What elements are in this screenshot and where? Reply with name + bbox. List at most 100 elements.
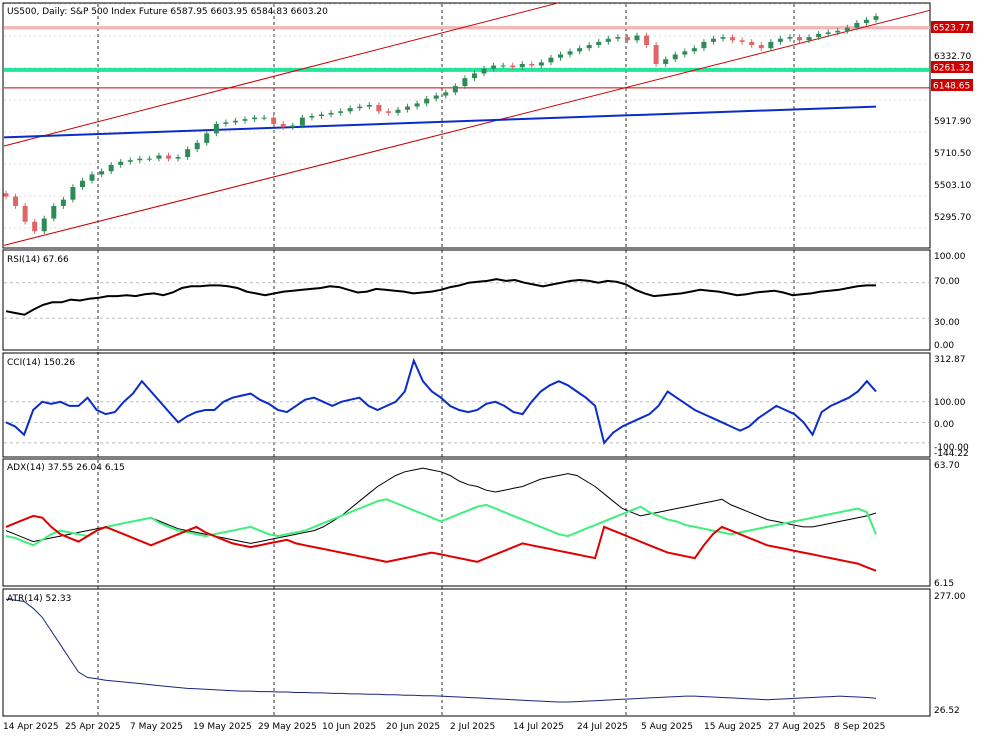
trend-line bbox=[3, 105, 877, 139]
candle-body bbox=[118, 161, 124, 165]
x-label-8: 14 Jul 2025 bbox=[513, 722, 564, 732]
candle-body bbox=[41, 218, 47, 232]
candle-body bbox=[405, 106, 411, 110]
candle-body bbox=[194, 142, 200, 150]
candle-body bbox=[185, 149, 191, 158]
level-tag-1: 6523.77 bbox=[933, 24, 970, 34]
candle-body bbox=[854, 22, 860, 28]
rsi-panel bbox=[2, 249, 931, 351]
channel-upper bbox=[3, 1, 561, 147]
x-label-4: 29 May 2025 bbox=[258, 722, 317, 732]
candle-body bbox=[462, 78, 468, 87]
rsi-series bbox=[4, 278, 929, 319]
candle-body bbox=[806, 37, 812, 41]
candle-body bbox=[835, 30, 841, 33]
price-panel bbox=[2, 2, 931, 249]
candle-body bbox=[99, 171, 105, 175]
candle-body bbox=[60, 199, 66, 206]
x-label-6: 20 Jun 2025 bbox=[386, 722, 440, 732]
candle-body bbox=[816, 33, 822, 38]
x-label-9: 24 Jul 2025 bbox=[577, 722, 628, 732]
candle-body bbox=[510, 65, 516, 68]
candle-body bbox=[644, 35, 650, 46]
candle-body bbox=[558, 54, 564, 58]
candle-body bbox=[577, 48, 583, 52]
level-tag-1-bg bbox=[931, 21, 973, 33]
x-label-2: 7 May 2025 bbox=[130, 722, 183, 732]
level-tag-3: 6148.65 bbox=[933, 82, 970, 92]
candle-body bbox=[395, 109, 401, 113]
candle-body bbox=[672, 54, 678, 60]
candle-body bbox=[491, 65, 497, 69]
atr-line bbox=[5, 598, 877, 703]
x-label-13: 8 Sep 2025 bbox=[834, 722, 885, 732]
candle-body bbox=[318, 114, 324, 117]
candle-body bbox=[596, 41, 602, 46]
rsi-tick-70: 70.00 bbox=[934, 277, 960, 287]
atr-tick-26: 26.52 bbox=[934, 706, 960, 716]
candle-body bbox=[471, 73, 477, 79]
candle-body bbox=[424, 98, 430, 104]
cci-series bbox=[4, 357, 929, 445]
candle-body bbox=[166, 155, 172, 159]
candle-body bbox=[825, 32, 831, 34]
candle-body bbox=[232, 120, 238, 123]
candle-body bbox=[605, 38, 611, 42]
level-tag-3-bg bbox=[931, 79, 973, 91]
candle-body bbox=[338, 111, 344, 113]
candle-body bbox=[280, 123, 286, 128]
candle-body bbox=[366, 104, 372, 107]
candle-body bbox=[175, 157, 181, 159]
x-label-3: 19 May 2025 bbox=[193, 722, 252, 732]
cci-tick-m100: -100.00 bbox=[934, 443, 969, 453]
candle-body bbox=[615, 37, 621, 39]
candle-body bbox=[739, 40, 745, 42]
level-tag-2: 6261.32 bbox=[933, 64, 970, 74]
chart-title: US500, Daily: S&P 500 Index Future 6587.… bbox=[7, 7, 328, 17]
price-tick-6332: 6332.70 bbox=[934, 52, 971, 62]
candle-body bbox=[452, 86, 458, 93]
x-label-11: 15 Aug 2025 bbox=[704, 722, 762, 732]
candle-body bbox=[624, 37, 630, 41]
candle-body bbox=[32, 221, 38, 232]
candle-body bbox=[261, 117, 267, 119]
candle-body bbox=[538, 62, 544, 66]
plus-di-line bbox=[5, 498, 877, 547]
candle-body bbox=[156, 155, 162, 159]
candle-body bbox=[385, 111, 391, 113]
candle-body bbox=[844, 27, 850, 31]
candle-body bbox=[701, 41, 707, 49]
candle-body bbox=[3, 193, 9, 197]
x-label-7: 2 Jul 2025 bbox=[450, 722, 495, 732]
candle-body bbox=[414, 103, 420, 107]
x-label-10: 5 Aug 2025 bbox=[641, 722, 693, 732]
x-label-1: 25 Apr 2025 bbox=[65, 722, 121, 732]
candle-body bbox=[252, 117, 258, 120]
cci-tick-100: 100.00 bbox=[934, 398, 966, 408]
cci-tick-m144: -144.22 bbox=[934, 449, 969, 459]
candle-body bbox=[223, 122, 229, 124]
candle-body bbox=[127, 160, 133, 162]
candle-body bbox=[777, 38, 783, 42]
candle-body bbox=[89, 174, 95, 181]
rsi-tick-100: 100.00 bbox=[934, 252, 966, 262]
candle-body bbox=[519, 63, 525, 68]
candle-body bbox=[768, 41, 774, 49]
candle-body bbox=[653, 45, 659, 64]
candle-body bbox=[710, 38, 716, 42]
x-label-12: 27 Aug 2025 bbox=[768, 722, 826, 732]
candle-body bbox=[481, 68, 487, 74]
candle-body bbox=[663, 59, 669, 64]
price-tick-5917: 5917.90 bbox=[934, 117, 971, 127]
candle-body bbox=[309, 116, 315, 118]
period-separators bbox=[97, 4, 795, 715]
atr-title: ATR(14) 52.33 bbox=[7, 594, 71, 604]
rsi-tick-30: 30.00 bbox=[934, 318, 960, 328]
minus-di-line bbox=[5, 514, 877, 572]
candle-body bbox=[787, 37, 793, 39]
candle-body bbox=[873, 16, 879, 20]
adx-series bbox=[5, 467, 877, 572]
cci-panel bbox=[2, 352, 931, 458]
candle-body bbox=[500, 65, 506, 67]
